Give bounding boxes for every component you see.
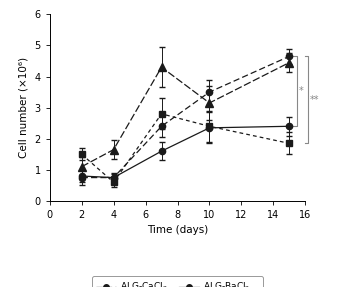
Y-axis label: Cell number (×10⁶): Cell number (×10⁶) — [19, 57, 29, 158]
Legend: ALG-CaCl$_2$, BDTN-CaCl$_2$, ALG-BaCl$_2$, BDTN-BaC$_{12}$: ALG-CaCl$_2$, BDTN-CaCl$_2$, ALG-BaCl$_2… — [92, 276, 263, 287]
Text: **: ** — [310, 95, 320, 105]
X-axis label: Time (days): Time (days) — [147, 226, 208, 235]
Text: *: * — [299, 86, 304, 96]
